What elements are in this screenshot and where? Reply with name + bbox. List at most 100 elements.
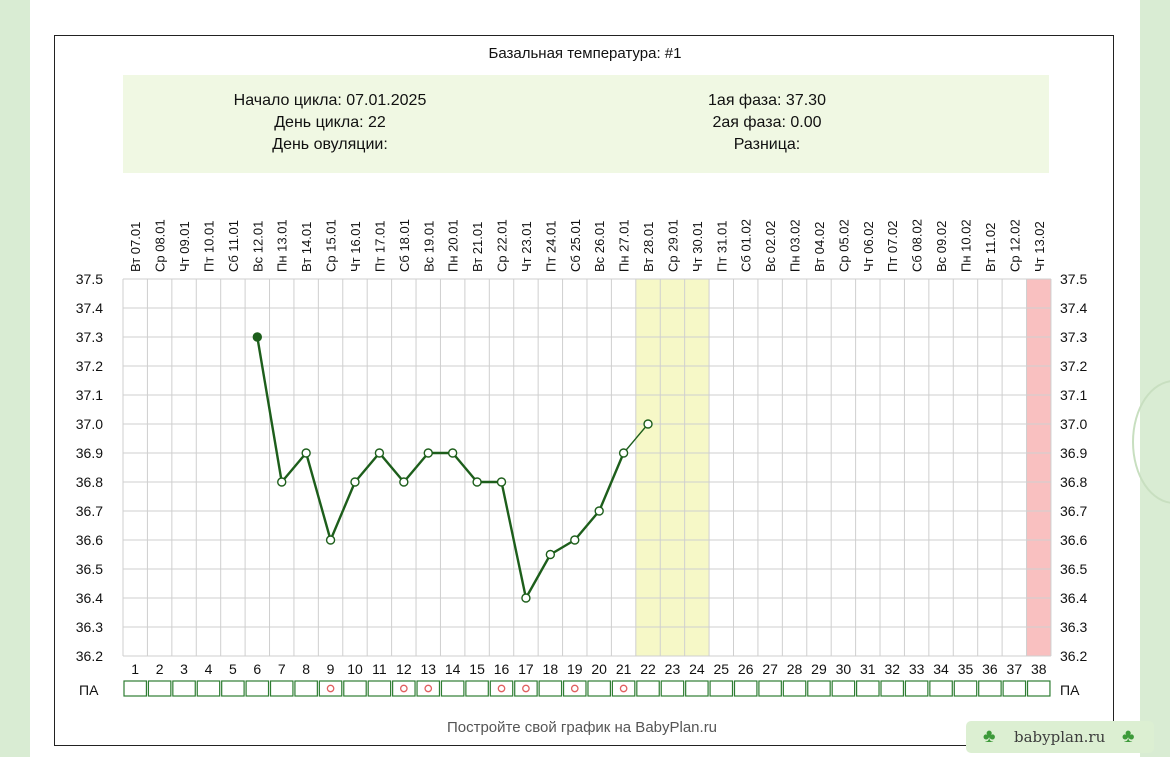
pa-cell: [147, 680, 172, 697]
day-number-label: 18: [543, 661, 559, 677]
y-tick-label-left: 36.7: [76, 503, 103, 519]
day-number-label: 10: [347, 661, 363, 677]
date-label: Сб 18.01: [397, 219, 412, 272]
day-number-label: 36: [982, 661, 998, 677]
temperature-point: [399, 477, 409, 487]
day-number-label: 11: [372, 661, 387, 677]
day-number-label: 3: [180, 661, 188, 677]
date-label: Ср 15.01: [324, 219, 339, 272]
temperature-point: [325, 535, 336, 545]
date-label: Чт 30.01: [690, 221, 705, 272]
temperature-point: [301, 448, 311, 458]
y-tick-label-right: 37.4: [1060, 300, 1087, 316]
pa-cell: [831, 680, 856, 697]
pa-cell: [953, 680, 978, 697]
temperature-point: [545, 549, 556, 560]
cycle-day-text: День цикла: 22: [274, 114, 386, 131]
date-label: Пн 27.01: [617, 219, 632, 272]
phase1-text: 1ая фаза: 37.30: [708, 92, 826, 109]
date-label: Вс 02.02: [763, 221, 778, 272]
day-number-label: 38: [1031, 661, 1047, 677]
pa-mark: [619, 684, 628, 693]
temperature-line-segment: [524, 553, 552, 599]
highlight-column-yellow: [635, 279, 661, 656]
date-label: Чт 23.01: [519, 221, 534, 272]
day-number-label: 9: [327, 661, 335, 677]
day-number-label: 2: [156, 661, 164, 677]
pa-mark: [497, 684, 506, 693]
day-number-label: 19: [567, 661, 583, 677]
pa-cell: [1002, 680, 1027, 697]
date-label: Сб 11.01: [226, 220, 241, 272]
pa-cell: [172, 680, 196, 697]
day-number-label: 15: [469, 661, 485, 677]
temperature-line-segment: [451, 452, 479, 483]
pa-cell: [587, 680, 611, 697]
phase2-text: 2ая фаза: 0.00: [712, 114, 821, 131]
temperature-line-segment: [549, 538, 576, 556]
date-label: Сб 01.02: [739, 219, 754, 272]
day-number-label: 37: [1007, 661, 1023, 677]
y-tick-label-left: 36.5: [76, 561, 103, 577]
pa-cell: [440, 680, 465, 697]
temperature-point: [594, 506, 604, 516]
temperature-line-segment: [402, 452, 430, 483]
pa-cell: [343, 680, 367, 697]
temperature-point: [423, 448, 433, 458]
pa-cell: [929, 680, 953, 697]
temperature-point: [252, 332, 263, 342]
pa-cell: [538, 680, 563, 697]
pa-cell: [807, 680, 831, 697]
date-label: Пн 13.01: [275, 219, 290, 272]
temperature-line-segment: [280, 452, 308, 483]
date-label: Вт 21.01: [470, 222, 485, 272]
day-number-label: 32: [884, 661, 900, 677]
pa-cell: [318, 680, 343, 697]
y-tick-label-left: 37.5: [76, 271, 103, 287]
temperature-line-segment: [598, 452, 625, 512]
date-label: Пн 20.01: [446, 219, 461, 272]
date-label: Чт 09.01: [177, 221, 192, 272]
highlight-column-red: [1026, 279, 1051, 656]
date-label: Ср 29.01: [665, 219, 680, 272]
day-number-label: 22: [640, 661, 656, 677]
pa-cell: [367, 680, 392, 697]
day-number-label: 23: [665, 661, 681, 677]
pa-cell: [758, 680, 782, 697]
day-number-label: 16: [494, 661, 510, 677]
pa-mark: [326, 684, 335, 693]
y-tick-label-left: 36.4: [76, 590, 103, 606]
day-number-label: 26: [738, 661, 754, 677]
day-number-label: 35: [958, 661, 974, 677]
date-label: Пт 31.01: [714, 221, 729, 272]
date-label: Вт 04.02: [812, 222, 827, 272]
date-label: Вт 07.01: [128, 222, 143, 272]
day-number-label: 12: [396, 661, 412, 677]
watermark-badge[interactable]: ♣ babyplan.ru ♣: [966, 721, 1154, 753]
pa-cell: [733, 680, 758, 697]
date-label: Пт 10.01: [201, 221, 216, 272]
y-tick-label-left: 37.4: [76, 300, 103, 316]
y-tick-label-right: 36.7: [1060, 503, 1087, 519]
y-tick-label-left: 36.8: [76, 474, 103, 490]
temperature-point: [350, 477, 360, 487]
date-label: Пн 10.02: [958, 219, 973, 272]
y-tick-label-right: 36.9: [1060, 445, 1087, 461]
pa-cell: [514, 680, 538, 697]
date-label: Пт 24.01: [543, 221, 558, 272]
pa-cell: [294, 680, 318, 697]
temperature-point: [643, 419, 653, 429]
temperature-point: [277, 477, 287, 487]
y-tick-label-left: 36.6: [76, 532, 103, 548]
pa-cell: [1026, 680, 1051, 697]
pa-cell: [904, 680, 929, 697]
day-number-label: 30: [836, 661, 852, 677]
pa-cell: [562, 680, 587, 697]
y-tick-label-right: 36.2: [1060, 648, 1087, 664]
temperature-line-segment: [256, 336, 283, 483]
pa-cell: [221, 680, 245, 697]
temperature-line-segment: [304, 452, 332, 541]
date-label: Ср 05.02: [836, 219, 851, 272]
y-tick-label-right: 37.2: [1060, 358, 1087, 374]
day-number-label: 8: [302, 661, 310, 677]
